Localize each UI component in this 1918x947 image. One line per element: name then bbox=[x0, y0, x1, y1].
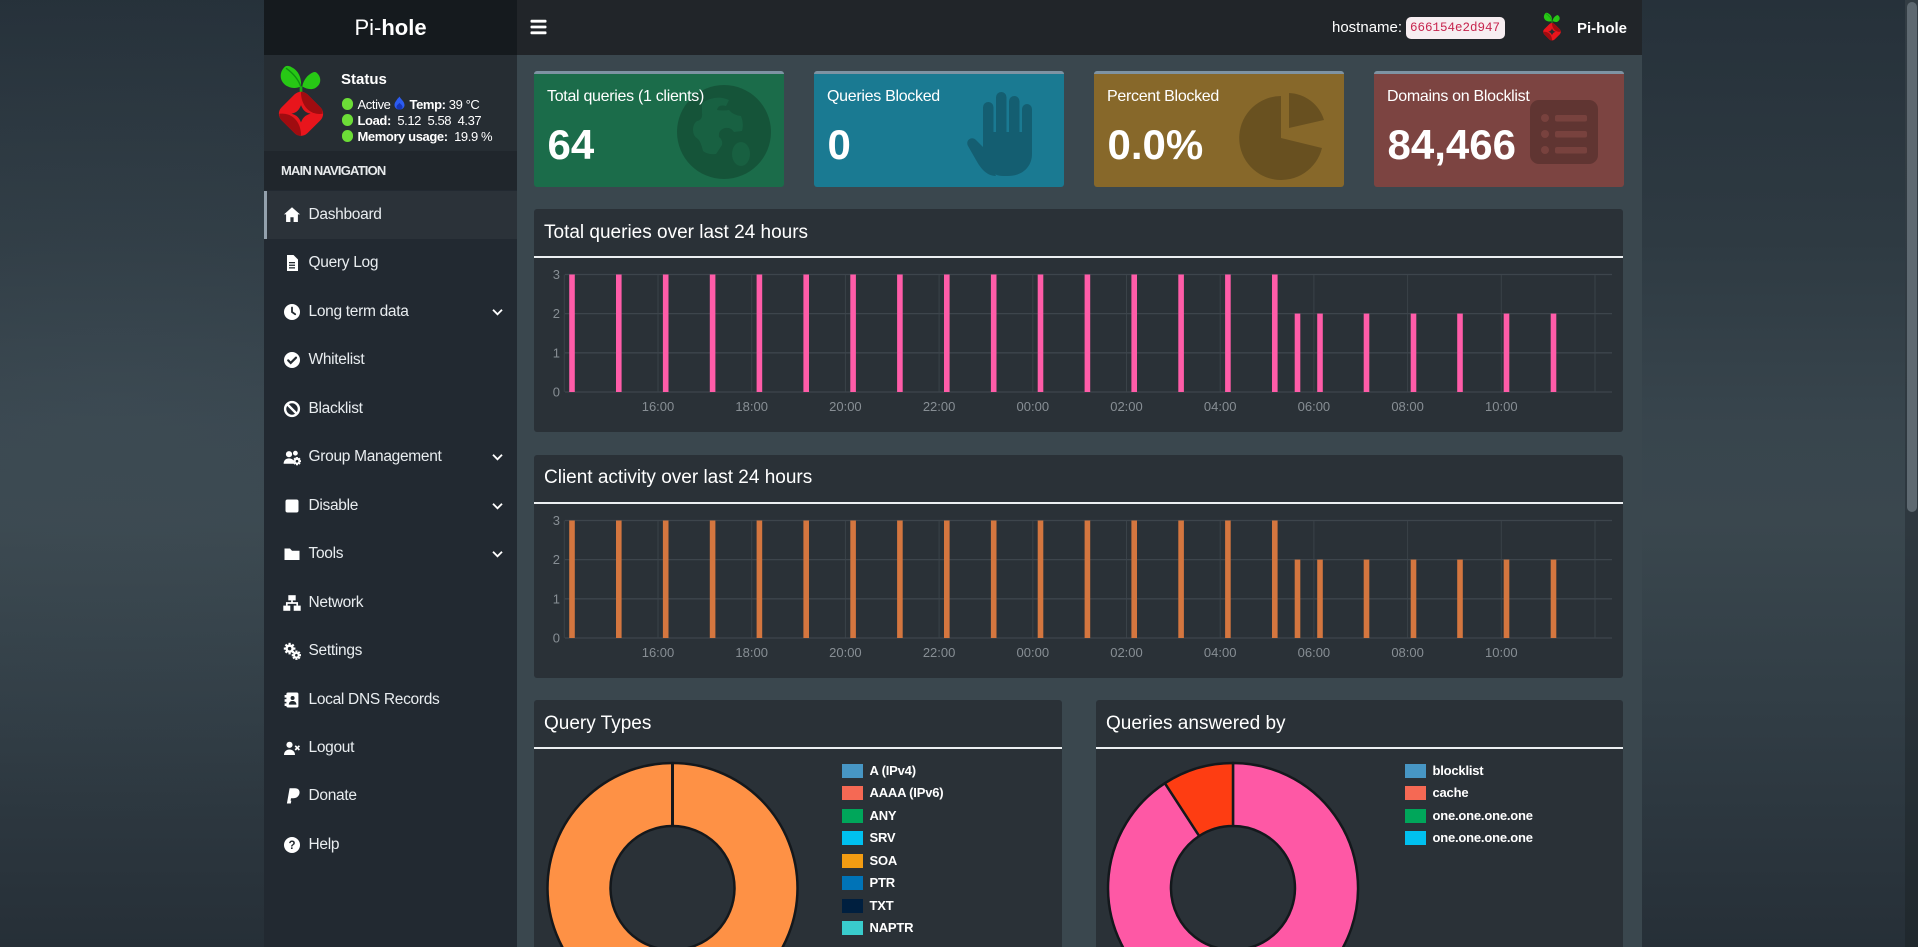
svg-text:04:00: 04:00 bbox=[1204, 399, 1237, 414]
svg-text:08:00: 08:00 bbox=[1391, 645, 1424, 660]
svg-text:22:00: 22:00 bbox=[923, 645, 956, 660]
svg-text:10:00: 10:00 bbox=[1485, 399, 1518, 414]
svg-text:1: 1 bbox=[553, 591, 560, 606]
svg-text:06:00: 06:00 bbox=[1298, 645, 1331, 660]
svg-text:20:00: 20:00 bbox=[829, 399, 862, 414]
svg-text:2: 2 bbox=[553, 552, 560, 567]
svg-text:?: ? bbox=[288, 840, 295, 852]
svg-text:16:00: 16:00 bbox=[642, 645, 675, 660]
svg-text:3: 3 bbox=[553, 513, 560, 528]
svg-text:02:00: 02:00 bbox=[1110, 645, 1143, 660]
svg-text:3: 3 bbox=[553, 267, 560, 282]
svg-text:18:00: 18:00 bbox=[735, 399, 768, 414]
svg-text:16:00: 16:00 bbox=[642, 399, 675, 414]
svg-text:20:00: 20:00 bbox=[829, 645, 862, 660]
svg-text:2: 2 bbox=[553, 306, 560, 321]
svg-text:10:00: 10:00 bbox=[1485, 645, 1518, 660]
svg-text:1: 1 bbox=[553, 345, 560, 360]
svg-text:18:00: 18:00 bbox=[735, 645, 768, 660]
svg-text:06:00: 06:00 bbox=[1298, 399, 1331, 414]
svg-text:22:00: 22:00 bbox=[923, 399, 956, 414]
svg-text:0: 0 bbox=[553, 385, 560, 400]
svg-text:08:00: 08:00 bbox=[1391, 399, 1424, 414]
svg-text:04:00: 04:00 bbox=[1204, 645, 1237, 660]
svg-text:00:00: 00:00 bbox=[1017, 645, 1050, 660]
svg-text:00:00: 00:00 bbox=[1017, 399, 1050, 414]
svg-text:02:00: 02:00 bbox=[1110, 399, 1143, 414]
svg-text:0: 0 bbox=[553, 630, 560, 645]
